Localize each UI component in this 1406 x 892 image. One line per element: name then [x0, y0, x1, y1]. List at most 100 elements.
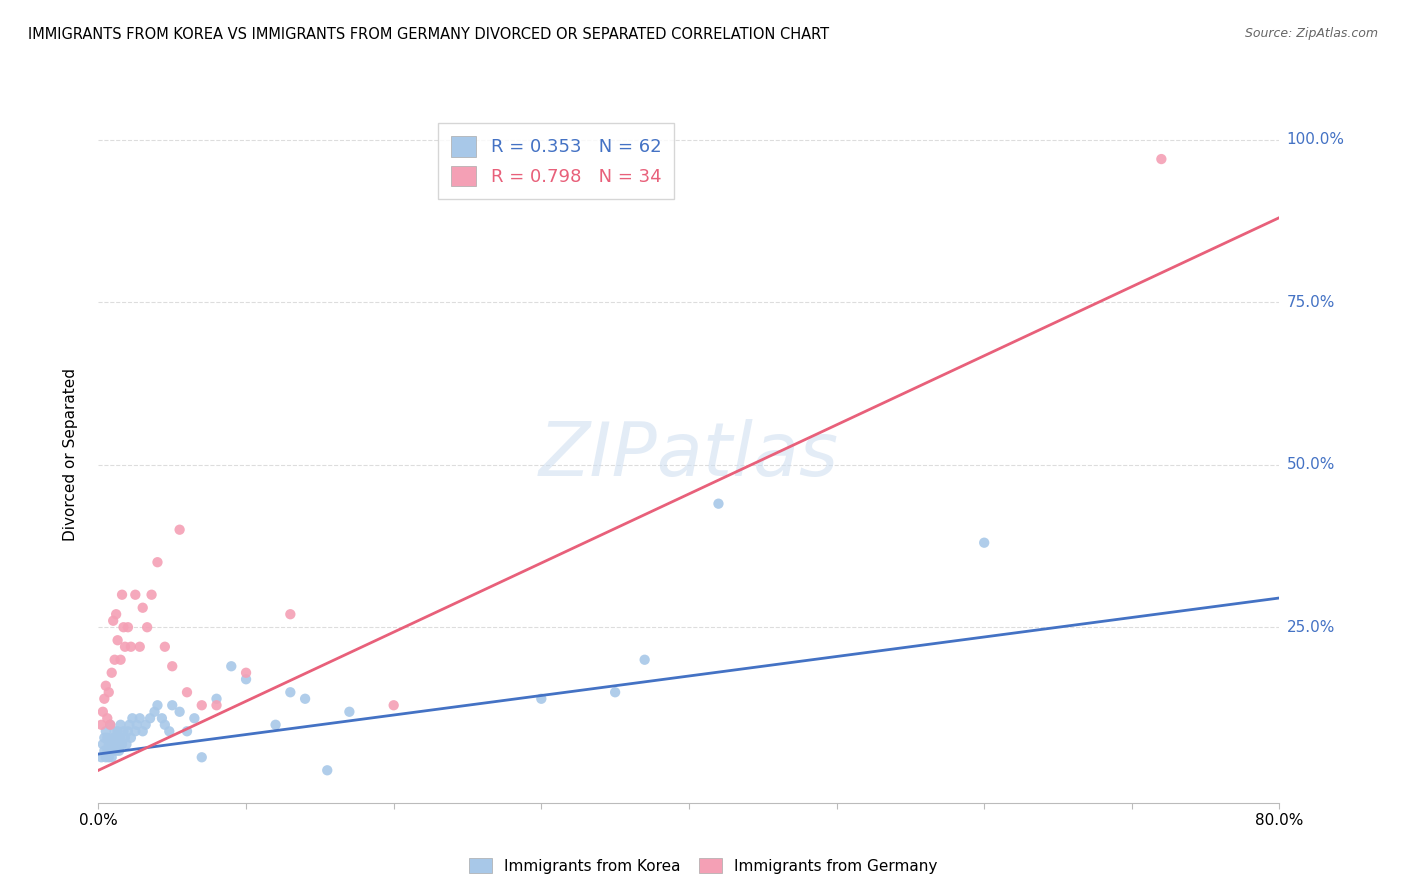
Point	[117, 724, 139, 739]
Point	[93, 731, 115, 745]
Point	[111, 588, 134, 602]
Point	[219, 659, 242, 673]
Point	[105, 744, 128, 758]
Point	[530, 691, 553, 706]
Point	[94, 750, 117, 764]
Point	[191, 750, 214, 764]
Point	[205, 691, 228, 706]
Point	[124, 588, 146, 602]
Point	[605, 685, 627, 699]
Text: IMMIGRANTS FROM KOREA VS IMMIGRANTS FROM GERMANY DIVORCED OR SEPARATED CORRELATI: IMMIGRANTS FROM KOREA VS IMMIGRANTS FROM…	[28, 27, 830, 42]
Point	[103, 731, 125, 745]
Point	[97, 750, 120, 764]
Y-axis label: Divorced or Separated: Divorced or Separated	[63, 368, 77, 541]
Point	[104, 737, 127, 751]
Point	[110, 653, 132, 667]
Point	[97, 685, 120, 699]
Point	[162, 659, 183, 673]
Point	[117, 620, 139, 634]
Point	[114, 640, 136, 654]
Point	[316, 764, 339, 778]
Point	[153, 640, 176, 654]
Point	[146, 555, 169, 569]
Point	[112, 620, 135, 634]
Point	[183, 711, 205, 725]
Point	[135, 718, 157, 732]
Point	[162, 698, 183, 713]
Point	[97, 737, 120, 751]
Point	[103, 744, 125, 758]
Point	[337, 705, 360, 719]
Legend: R = 0.353   N = 62, R = 0.798   N = 34: R = 0.353 N = 62, R = 0.798 N = 34	[439, 123, 673, 199]
Point	[114, 731, 136, 745]
Point	[107, 737, 129, 751]
Point	[100, 665, 122, 680]
Point	[107, 633, 129, 648]
Point	[278, 607, 302, 622]
Point	[973, 535, 995, 549]
Point	[100, 737, 122, 751]
Point	[105, 607, 128, 622]
Text: ZIPatlas: ZIPatlas	[538, 419, 839, 491]
Point	[707, 497, 730, 511]
Point	[205, 698, 228, 713]
Point	[121, 711, 143, 725]
Point	[96, 744, 118, 758]
Point	[104, 724, 127, 739]
Point	[96, 711, 118, 725]
Text: Source: ZipAtlas.com: Source: ZipAtlas.com	[1244, 27, 1378, 40]
Point	[108, 744, 131, 758]
Point	[100, 750, 122, 764]
Point	[176, 685, 198, 699]
Point	[124, 724, 146, 739]
Text: 75.0%: 75.0%	[1286, 294, 1334, 310]
Point	[91, 705, 114, 719]
Point	[96, 731, 118, 745]
Point	[110, 731, 132, 745]
Point	[264, 718, 287, 732]
Point	[98, 718, 121, 732]
Point	[141, 588, 163, 602]
Point	[139, 711, 162, 725]
Point	[169, 523, 191, 537]
Point	[90, 750, 112, 764]
Point	[191, 698, 214, 713]
Point	[294, 691, 316, 706]
Point	[110, 718, 132, 732]
Point	[176, 724, 198, 739]
Point	[153, 718, 176, 732]
Point	[103, 614, 125, 628]
Point	[125, 718, 148, 732]
Point	[136, 620, 159, 634]
Point	[115, 737, 138, 751]
Point	[132, 600, 155, 615]
Point	[111, 737, 134, 751]
Point	[98, 718, 121, 732]
Point	[93, 744, 115, 758]
Point	[633, 653, 655, 667]
Point	[235, 665, 257, 680]
Text: 50.0%: 50.0%	[1286, 458, 1334, 472]
Legend: Immigrants from Korea, Immigrants from Germany: Immigrants from Korea, Immigrants from G…	[463, 852, 943, 880]
Point	[157, 724, 180, 739]
Point	[90, 718, 112, 732]
Point	[94, 724, 117, 739]
Point	[98, 744, 121, 758]
Point	[1150, 152, 1173, 166]
Point	[235, 672, 257, 686]
Point	[107, 724, 129, 739]
Point	[94, 679, 117, 693]
Text: 100.0%: 100.0%	[1286, 132, 1344, 147]
Point	[150, 711, 173, 725]
Point	[128, 711, 150, 725]
Point	[146, 698, 169, 713]
Point	[118, 718, 141, 732]
Point	[120, 731, 142, 745]
Point	[128, 640, 150, 654]
Point	[91, 737, 114, 751]
Point	[278, 685, 302, 699]
Point	[105, 731, 128, 745]
Point	[382, 698, 405, 713]
Point	[169, 705, 191, 719]
Point	[104, 653, 127, 667]
